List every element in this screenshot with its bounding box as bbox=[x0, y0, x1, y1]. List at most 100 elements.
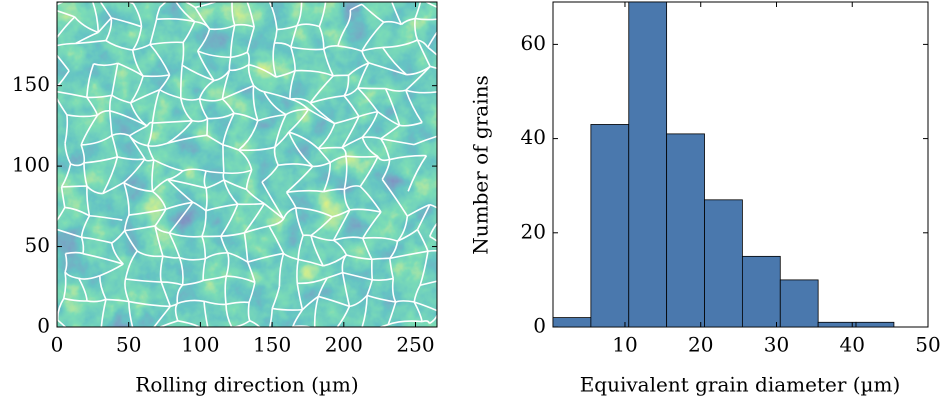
grain-boundary bbox=[197, 50, 231, 59]
grain-boundary bbox=[128, 135, 146, 160]
grain-boundary bbox=[317, 123, 336, 150]
x-tick-label: 30 bbox=[764, 333, 789, 357]
grain-boundary bbox=[111, 63, 119, 96]
grain-boundary bbox=[151, 178, 168, 192]
grain-boundary bbox=[243, 203, 266, 234]
grain-boundary bbox=[228, 57, 232, 71]
grain-boundary bbox=[182, 279, 204, 286]
grain-boundary bbox=[349, 208, 382, 213]
grain-boundary bbox=[167, 178, 207, 189]
grain-boundary bbox=[446, 10, 448, 17]
grain-boundary bbox=[206, 118, 209, 136]
grain-boundary bbox=[132, 43, 151, 51]
grain-boundary bbox=[86, 185, 103, 195]
grain-boundary bbox=[357, 87, 379, 113]
grain-boundary bbox=[110, 242, 124, 265]
grain-boundary bbox=[261, 164, 279, 183]
grain-boundary bbox=[129, 125, 148, 137]
grain-boundary bbox=[341, 116, 360, 149]
grain-boundary bbox=[361, 295, 368, 327]
grain-boundary bbox=[429, 65, 437, 70]
grain-boundary bbox=[428, 313, 437, 325]
grain-boundary bbox=[111, 230, 126, 244]
grain-boundary bbox=[64, 253, 68, 273]
grain-boundary bbox=[288, 131, 319, 150]
grain-boundary bbox=[100, 299, 107, 327]
grain-boundary bbox=[253, 85, 265, 93]
grain-boundary bbox=[166, 120, 194, 144]
grain-boundary bbox=[361, 46, 383, 52]
grain-boundary bbox=[361, 50, 370, 64]
grain-boundary bbox=[225, 301, 250, 306]
grain-boundary bbox=[226, 275, 256, 284]
grain-boundary bbox=[64, 206, 90, 217]
grain-boundary bbox=[272, 42, 277, 78]
bar bbox=[817, 321, 857, 328]
grain-boundary bbox=[222, 112, 235, 146]
grain-boundary bbox=[389, 250, 429, 260]
grain-boundary bbox=[70, 162, 85, 167]
grain-boundary bbox=[244, 225, 270, 234]
grain-boundary bbox=[310, 234, 334, 242]
grain-boundary bbox=[273, 147, 279, 166]
grain-boundary bbox=[372, 277, 394, 281]
grain-boundary bbox=[78, 277, 88, 302]
grain-boundary bbox=[123, 230, 138, 252]
grain-boundary bbox=[318, 295, 350, 308]
grain-boundary bbox=[64, 143, 72, 165]
grain-boundary bbox=[247, 302, 251, 322]
y-tick-label: 100 bbox=[12, 153, 50, 177]
grain-boundary bbox=[414, 18, 419, 41]
grain-boundary bbox=[62, 271, 67, 299]
grain-boundary bbox=[168, 232, 181, 258]
grain-boundary bbox=[292, 309, 304, 327]
grain-boundary bbox=[289, 98, 309, 110]
grain-boundary bbox=[180, 97, 193, 122]
grain-boundary bbox=[99, 2, 112, 19]
grain-boundary bbox=[117, 62, 144, 77]
grain-boundary bbox=[231, 320, 251, 327]
grain-boundary bbox=[263, 90, 291, 100]
grain-boundary bbox=[203, 301, 209, 327]
x-tick-label: 20 bbox=[688, 333, 713, 357]
grain-boundary bbox=[192, 201, 207, 212]
grain-boundary bbox=[80, 144, 86, 164]
grain-boundary bbox=[222, 172, 225, 181]
grain-boundary bbox=[153, 159, 184, 172]
grain-boundary bbox=[132, 3, 143, 27]
grain-boundary bbox=[395, 300, 415, 303]
grain-boundary bbox=[57, 42, 76, 47]
grain-boundary bbox=[154, 225, 164, 257]
grain-boundary bbox=[75, 39, 107, 45]
grain-boundary bbox=[223, 169, 252, 175]
grain-boundary bbox=[317, 277, 328, 297]
grain-boundary bbox=[151, 89, 161, 124]
bar bbox=[741, 255, 781, 328]
grain-boundary bbox=[400, 17, 416, 26]
grain-boundary bbox=[146, 121, 154, 127]
grain-boundary bbox=[343, 185, 361, 191]
grain-boundary bbox=[60, 163, 72, 188]
grain-boundary bbox=[343, 75, 350, 97]
grain-boundary bbox=[332, 209, 351, 241]
bar bbox=[628, 1, 668, 328]
grain-boundary bbox=[407, 155, 428, 192]
grain-boundary bbox=[341, 136, 363, 149]
grain-boundary bbox=[177, 299, 205, 305]
grain-boundary bbox=[225, 304, 233, 327]
grain-boundary bbox=[132, 26, 143, 51]
grain-boundary bbox=[64, 114, 69, 144]
x-tick-label: 100 bbox=[181, 333, 219, 357]
grain-boundary bbox=[389, 241, 399, 259]
grain-boundary bbox=[202, 275, 227, 282]
grain-boundary bbox=[205, 203, 238, 212]
grain-boundary bbox=[315, 329, 334, 331]
grain-boundary bbox=[167, 134, 208, 145]
grain-boundary bbox=[278, 163, 313, 168]
grain-boundary bbox=[165, 201, 193, 210]
grain-boundary bbox=[337, 27, 347, 47]
grain-boundary bbox=[343, 189, 351, 211]
grain-boundary bbox=[201, 236, 207, 259]
grain-boundary bbox=[295, 207, 304, 236]
grain-boundary bbox=[182, 168, 207, 172]
